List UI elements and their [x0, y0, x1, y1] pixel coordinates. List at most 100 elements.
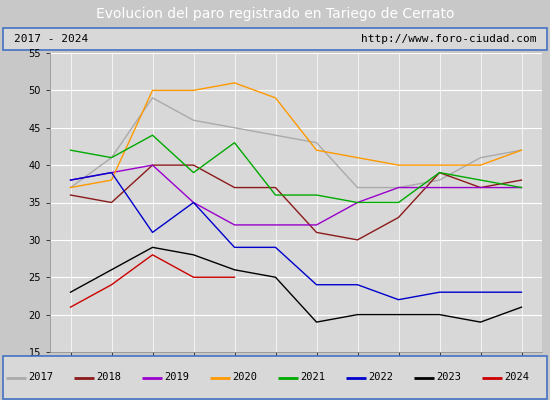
- 2021: [354, 200, 361, 205]
- Text: Evolucion del paro registrado en Tariego de Cerrato: Evolucion del paro registrado en Tariego…: [96, 7, 454, 21]
- 2021: [518, 185, 525, 190]
- 2020: [354, 155, 361, 160]
- 2018: [108, 200, 115, 205]
- Text: 2017: 2017: [28, 372, 53, 382]
- 2019: [395, 185, 402, 190]
- 2019: [354, 200, 361, 205]
- 2021: [231, 140, 238, 145]
- 2022: [436, 290, 443, 294]
- 2017: [67, 185, 74, 190]
- 2022: [272, 245, 279, 250]
- 2021: [313, 193, 320, 198]
- 2023: [231, 267, 238, 272]
- 2017: [149, 96, 156, 100]
- 2022: [477, 290, 484, 294]
- 2018: [354, 238, 361, 242]
- FancyBboxPatch shape: [3, 28, 547, 50]
- 2024: [231, 275, 238, 280]
- 2021: [477, 178, 484, 182]
- 2019: [518, 185, 525, 190]
- 2020: [190, 88, 197, 93]
- 2019: [436, 185, 443, 190]
- 2021: [395, 200, 402, 205]
- 2023: [436, 312, 443, 317]
- 2018: [190, 163, 197, 168]
- Text: 2022: 2022: [368, 372, 393, 382]
- 2019: [149, 163, 156, 168]
- 2017: [436, 178, 443, 182]
- Line: 2020: 2020: [70, 83, 521, 188]
- Line: 2017: 2017: [70, 98, 521, 188]
- 2020: [231, 80, 238, 85]
- 2019: [272, 222, 279, 227]
- Line: 2021: 2021: [70, 135, 521, 202]
- 2020: [149, 88, 156, 93]
- Text: 2017 - 2024: 2017 - 2024: [14, 34, 88, 44]
- 2023: [67, 290, 74, 294]
- 2023: [354, 312, 361, 317]
- 2020: [272, 96, 279, 100]
- 2023: [518, 305, 525, 310]
- Text: 2024: 2024: [504, 372, 529, 382]
- Line: 2022: 2022: [70, 172, 521, 300]
- Text: http://www.foro-ciudad.com: http://www.foro-ciudad.com: [361, 34, 536, 44]
- Text: 2019: 2019: [164, 372, 189, 382]
- 2022: [354, 282, 361, 287]
- 2017: [190, 118, 197, 123]
- 2017: [108, 155, 115, 160]
- 2020: [518, 148, 525, 152]
- 2018: [313, 230, 320, 235]
- Line: 2019: 2019: [70, 165, 521, 225]
- 2024: [190, 275, 197, 280]
- 2023: [272, 275, 279, 280]
- 2020: [395, 163, 402, 168]
- 2021: [190, 170, 197, 175]
- 2022: [518, 290, 525, 294]
- FancyBboxPatch shape: [3, 356, 547, 399]
- 2017: [272, 133, 279, 138]
- 2018: [477, 185, 484, 190]
- 2017: [395, 185, 402, 190]
- Text: 2021: 2021: [300, 372, 325, 382]
- 2017: [354, 185, 361, 190]
- 2019: [108, 170, 115, 175]
- 2021: [149, 133, 156, 138]
- 2017: [518, 148, 525, 152]
- 2023: [477, 320, 484, 324]
- 2019: [190, 200, 197, 205]
- 2017: [477, 155, 484, 160]
- Line: 2023: 2023: [70, 247, 521, 322]
- 2021: [272, 193, 279, 198]
- 2019: [67, 178, 74, 182]
- 2018: [231, 185, 238, 190]
- 2022: [149, 230, 156, 235]
- 2021: [67, 148, 74, 152]
- 2021: [108, 155, 115, 160]
- 2018: [149, 163, 156, 168]
- Text: 2018: 2018: [96, 372, 121, 382]
- 2022: [190, 200, 197, 205]
- 2023: [313, 320, 320, 324]
- 2017: [313, 140, 320, 145]
- 2019: [231, 222, 238, 227]
- Text: 2023: 2023: [436, 372, 461, 382]
- 2020: [108, 178, 115, 182]
- 2018: [67, 193, 74, 198]
- 2021: [436, 170, 443, 175]
- 2023: [149, 245, 156, 250]
- Text: 2020: 2020: [232, 372, 257, 382]
- 2024: [67, 305, 74, 310]
- 2018: [272, 185, 279, 190]
- 2020: [313, 148, 320, 152]
- 2018: [395, 215, 402, 220]
- Line: 2018: 2018: [70, 165, 521, 240]
- 2023: [395, 312, 402, 317]
- 2024: [149, 252, 156, 257]
- 2019: [477, 185, 484, 190]
- 2022: [395, 297, 402, 302]
- 2019: [313, 222, 320, 227]
- 2023: [190, 252, 197, 257]
- 2024: [108, 282, 115, 287]
- 2020: [477, 163, 484, 168]
- Line: 2024: 2024: [70, 255, 234, 307]
